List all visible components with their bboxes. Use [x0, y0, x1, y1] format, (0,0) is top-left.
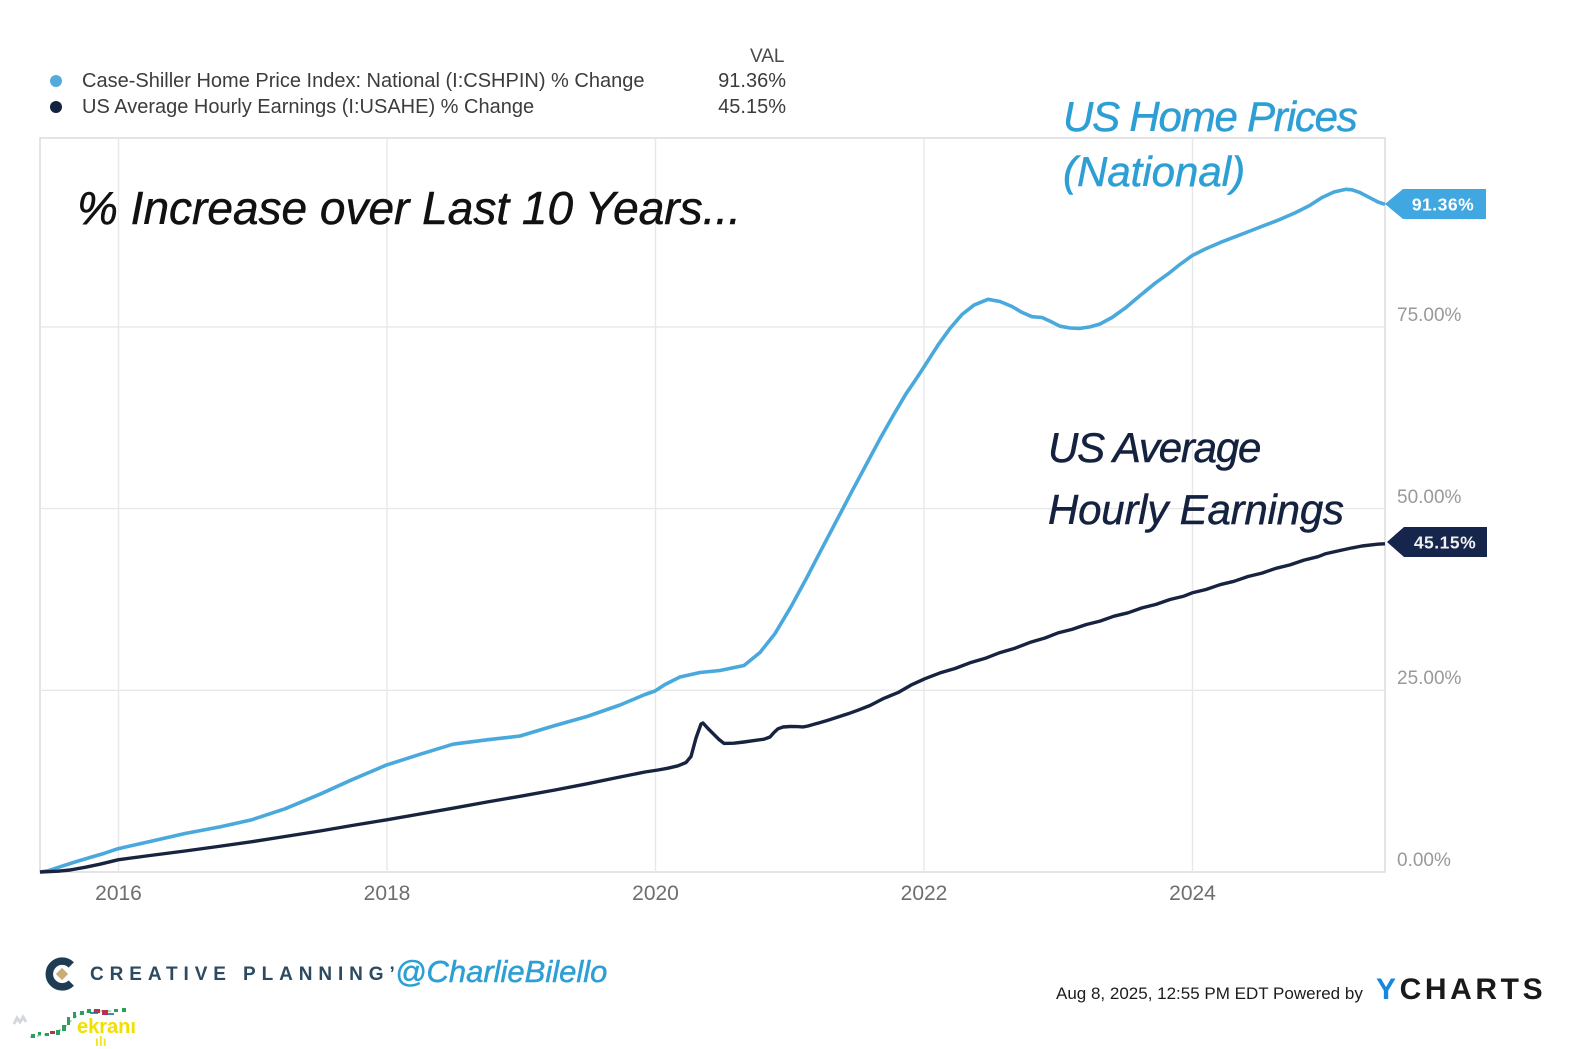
svg-text:91.36%: 91.36% [1412, 195, 1474, 215]
svg-text:2018: 2018 [364, 882, 411, 905]
svg-text:2020: 2020 [632, 882, 679, 905]
svg-text:2016: 2016 [95, 882, 142, 905]
svg-text:50.00%: 50.00% [1397, 487, 1462, 508]
svg-text:25.00%: 25.00% [1397, 668, 1462, 689]
svg-text:75.00%: 75.00% [1397, 305, 1462, 326]
svg-text:45.15%: 45.15% [1414, 533, 1476, 553]
svg-text:2024: 2024 [1169, 882, 1216, 905]
svg-text:0.00%: 0.00% [1397, 850, 1451, 871]
svg-text:2022: 2022 [901, 882, 948, 905]
